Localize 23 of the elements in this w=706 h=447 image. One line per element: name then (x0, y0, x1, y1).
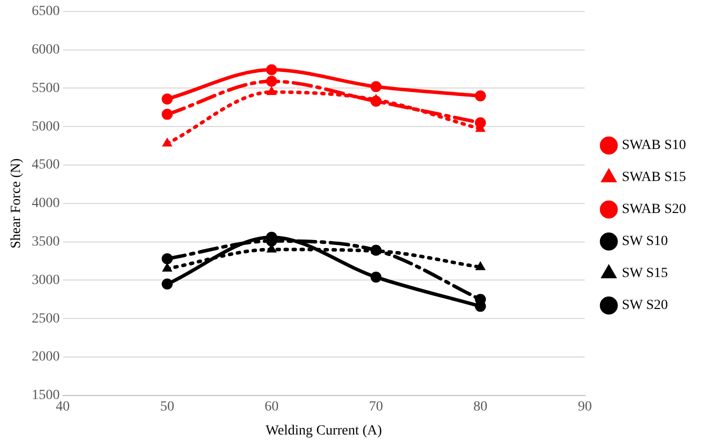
y-tick-label: 2000 (32, 350, 60, 365)
legend-label: SW S10 (622, 234, 668, 250)
legend-label: SW S15 (622, 266, 668, 282)
legend-label: SWAB S10 (622, 138, 686, 154)
legend-label: SWAB S20 (622, 202, 686, 218)
x-tick-label: 60 (264, 399, 279, 414)
x-axis-title: Welding Current (A) (266, 423, 382, 438)
x-tick-label: 70 (369, 399, 384, 414)
legend-label: SW S20 (622, 298, 668, 314)
y-tick-label: 6500 (32, 4, 60, 20)
x-tick-label: 50 (160, 399, 174, 414)
y-axis-title: Shear Force (N) (9, 158, 24, 248)
y-tick-label: 2500 (32, 311, 60, 326)
y-tick-label: 4500 (32, 158, 60, 173)
y-tick-label: 3500 (32, 234, 60, 250)
x-tick-label: 80 (473, 399, 488, 414)
y-tick-label: 4000 (32, 196, 60, 212)
y-tick-label: 5000 (32, 119, 60, 134)
y-tick-label: 5500 (32, 80, 60, 96)
x-tick-label: 90 (578, 399, 592, 414)
y-tick-label: 6000 (32, 42, 60, 58)
y-tick-label: 3000 (32, 272, 60, 288)
legend-label: SWAB S15 (622, 170, 686, 186)
